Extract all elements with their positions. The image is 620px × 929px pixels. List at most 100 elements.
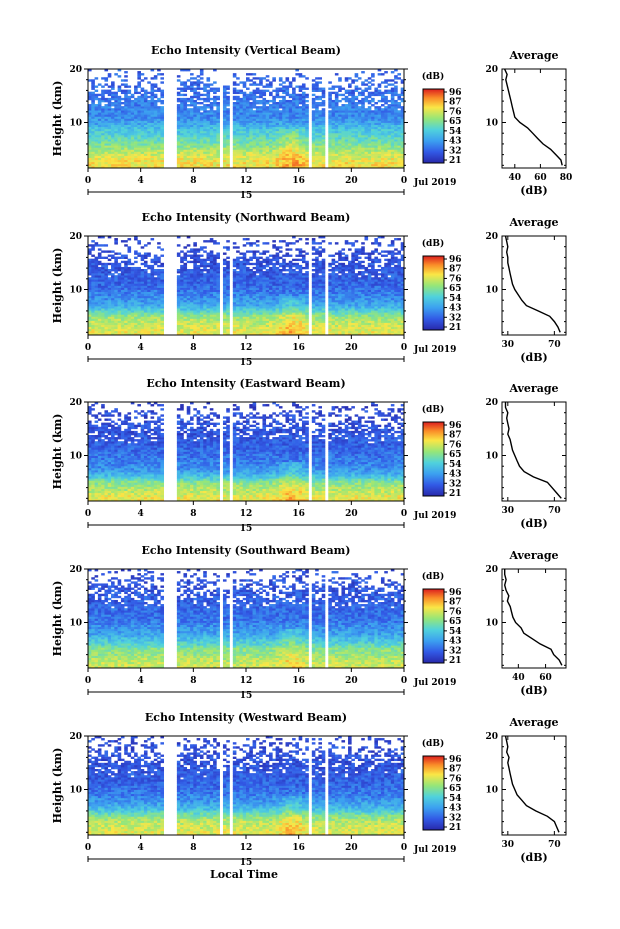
heatmap-cell — [151, 156, 155, 158]
heatmap-cell — [249, 145, 253, 147]
heatmap-cell — [345, 325, 349, 327]
heatmap-cell — [98, 137, 102, 139]
heatmap-cell — [351, 137, 355, 139]
average-x-axis-label: (dB) — [520, 184, 547, 197]
heatmap-cell — [236, 308, 240, 310]
heatmap-cell — [180, 114, 184, 116]
heatmap-cell — [239, 306, 243, 308]
heatmap-cell — [384, 119, 388, 121]
heatmap-cell — [200, 137, 204, 139]
heatmap-cell — [118, 323, 122, 325]
heatmap-cell — [200, 131, 204, 133]
heatmap-cell — [151, 149, 155, 151]
heatmap-cell — [368, 123, 372, 125]
heatmap-cell — [295, 141, 299, 143]
heatmap-cell — [108, 129, 112, 131]
heatmap-cell — [108, 137, 112, 139]
heatmap-cell — [114, 158, 118, 160]
heatmap-cell — [98, 319, 102, 321]
heatmap-cell — [187, 86, 191, 88]
heatmap-cell — [256, 154, 260, 156]
heatmap-cell — [302, 104, 306, 106]
heatmap-cell — [160, 152, 164, 154]
heatmap-cell — [239, 154, 243, 156]
heatmap-cell — [154, 108, 158, 110]
heatmap-cell — [302, 135, 306, 137]
heatmap-cell — [371, 306, 375, 308]
heatmap-cell — [338, 156, 342, 158]
heatmap-cell — [384, 125, 388, 127]
heatmap-cell — [128, 312, 132, 314]
heatmap-cell — [388, 116, 392, 118]
heatmap-cell — [397, 125, 401, 127]
heatmap-cell — [345, 131, 349, 133]
heatmap-cell — [137, 300, 141, 302]
heatmap-cell — [193, 121, 197, 123]
heatmap-cell — [266, 135, 270, 137]
heatmap-cell — [394, 162, 398, 164]
heatmap-cell — [272, 139, 276, 141]
heatmap-cell — [239, 149, 243, 151]
heatmap-cell — [388, 304, 392, 306]
heatmap-cell — [384, 100, 388, 102]
heatmap-cell — [384, 102, 388, 104]
heatmap-cell — [351, 131, 355, 133]
heatmap-cell — [200, 160, 204, 162]
heatmap-cell — [305, 135, 309, 137]
heatmap-cell — [397, 106, 401, 108]
heatmap-cell — [108, 145, 112, 147]
heatmap-cell — [157, 302, 161, 304]
heatmap-cell — [144, 108, 148, 110]
heatmap-cell — [151, 108, 155, 110]
heatmap — [88, 236, 404, 335]
heatmap-cell — [180, 81, 184, 83]
heatmap-cell — [137, 314, 141, 316]
heatmap-cell — [335, 154, 339, 156]
heatmap-cell — [318, 321, 322, 323]
heatmap-cell — [210, 110, 214, 112]
heatmap-cell — [233, 304, 237, 306]
heatmap-cell — [187, 119, 191, 121]
heatmap-cell — [312, 90, 316, 92]
heatmap-cell — [187, 316, 191, 318]
heatmap-cell — [312, 158, 316, 160]
heatmap-cell — [233, 160, 237, 162]
heatmap-cell — [124, 310, 128, 312]
heatmap-cell — [341, 114, 345, 116]
heatmap-cell — [118, 325, 122, 327]
heatmap-cell — [88, 306, 92, 308]
heatmap-cell — [286, 314, 290, 316]
heatmap-cell — [180, 121, 184, 123]
heatmap-cell — [243, 94, 247, 96]
heatmap-cell — [302, 86, 306, 88]
heatmap-cell — [141, 73, 145, 75]
heatmap-cell — [243, 121, 247, 123]
heatmap-cell — [236, 306, 240, 308]
heatmap-cell — [108, 135, 112, 137]
heatmap-cell — [197, 86, 201, 88]
heatmap-cell — [368, 77, 372, 79]
heatmap-cell — [381, 323, 385, 325]
heatmap-cell — [200, 81, 204, 83]
heatmap-cell — [361, 125, 365, 127]
heatmap-cell — [388, 164, 392, 166]
heatmap-cell — [216, 327, 220, 329]
heatmap-cell — [108, 94, 112, 96]
heatmap-cell — [368, 133, 372, 135]
heatmap-cell — [137, 156, 141, 158]
heatmap-cell — [322, 112, 326, 114]
heatmap-cell — [177, 121, 181, 123]
heatmap-cell — [341, 321, 345, 323]
heatmap-cell — [322, 316, 326, 318]
heatmap-cell — [111, 314, 115, 316]
heatmap-cell — [253, 106, 257, 108]
heatmap-cell — [124, 162, 128, 164]
heatmap-cell — [134, 135, 138, 137]
heatmap-cell — [124, 125, 128, 127]
heatmap-cell — [279, 139, 283, 141]
heatmap-cell — [351, 329, 355, 331]
heatmap-cell — [305, 133, 309, 135]
heatmap-cell — [365, 79, 369, 81]
heatmap-cell — [259, 100, 263, 102]
heatmap-cell — [233, 143, 237, 145]
